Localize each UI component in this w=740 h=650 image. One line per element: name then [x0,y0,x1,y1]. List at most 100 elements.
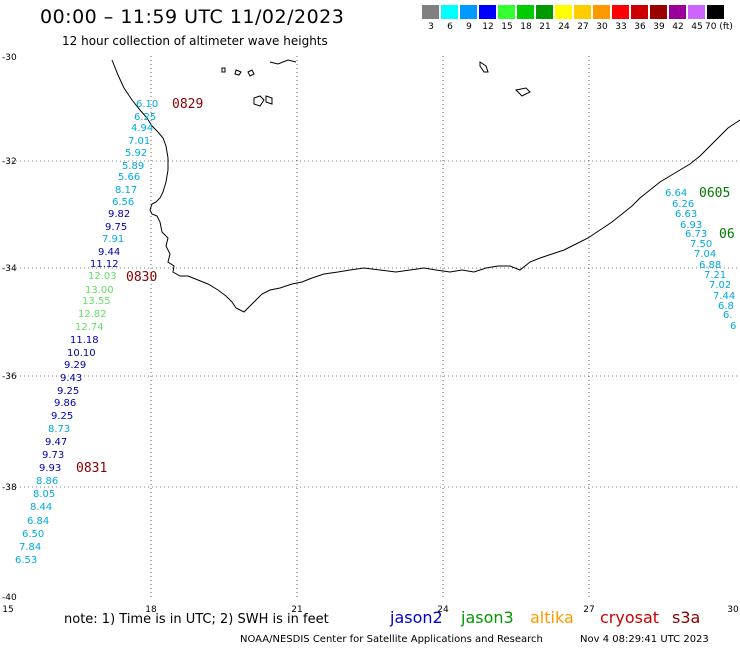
legend-label: 42 [672,22,684,32]
wave-height-value: 7.91 [102,234,124,245]
wave-height-value: 10.10 [67,348,96,359]
map-subtitle: 12 hour collection of altimeter wave hei… [62,34,328,48]
wave-height-value: 6.88 [699,260,721,271]
wave-height-value: 9.82 [108,209,130,220]
wave-height-value: 4.94 [131,123,153,134]
wave-height-value: 9.29 [64,360,86,371]
wave-height-value: 11.18 [70,335,99,346]
credit-line: NOAA/NESDIS Center for Satellite Applica… [240,634,543,645]
wave-height-value: 8.73 [48,424,70,435]
legend-label: 30 [596,22,608,32]
generated-timestamp: Nov 4 08:29:41 UTC 2023 [580,634,709,645]
wave-height-value: 9.86 [54,398,76,409]
legend-swatch [555,5,572,19]
wave-height-value: 6. [723,310,733,321]
legend-label: 36 [634,22,646,32]
wave-height-value: 8.05 [33,489,55,500]
wave-height-value: 7.44 [713,291,735,302]
legend-label: 24 [558,22,570,32]
map-title: 00:00 – 11:59 UTC 11/02/2023 [40,6,345,28]
legend-label: 70 (ft) [705,22,733,32]
legend-swatch [498,5,515,19]
legend-label: 45 [691,22,703,32]
wave-height-value: 8.86 [36,476,58,487]
legend-swatch [460,5,477,19]
wave-height-value: 8.44 [30,502,52,513]
wave-height-value: 9.25 [57,386,79,397]
legend-label: 39 [653,22,665,32]
wave-height-value: 6.10 [136,99,158,110]
y-axis-label: -38 [2,483,17,493]
legend-swatch [593,5,610,19]
pass-time-label: 0830 [126,270,157,285]
wave-height-value: 9.25 [51,411,73,422]
legend-swatch [479,5,496,19]
grid-lines [8,56,740,600]
wave-height-value: 9.43 [60,373,82,384]
wave-height-value: 7.02 [709,280,731,291]
legend-swatch [650,5,667,19]
legend-label: 18 [520,22,532,32]
wave-height-value: 12.03 [88,271,117,282]
wave-height-value: 6.8 [718,301,734,312]
wave-height-value: 6.73 [685,229,707,240]
legend-swatch [631,5,648,19]
legend-label: 27 [577,22,589,32]
x-axis-label: 24 [437,605,449,615]
wave-height-value: 6.50 [22,529,44,540]
pass-time-label: 0605 [699,186,730,201]
x-axis-label: 15 [2,605,13,615]
wave-height-value: 9.93 [39,463,61,474]
legend-label: 12 [482,22,494,32]
x-axis-label: 18 [145,605,157,615]
x-axis-label: 27 [583,605,594,615]
x-axis-label: 30 [727,605,739,615]
wave-height-value: 7.84 [19,542,41,553]
y-axis-label: -30 [2,53,17,63]
wave-height-value: 6.26 [672,199,694,210]
pass-time-label: 06 [719,227,735,242]
wave-height-value: 6.84 [27,516,49,527]
y-axis-label: -36 [2,372,17,382]
wave-height-value: 6 [730,321,736,332]
coastline [111,59,740,313]
wave-height-value: 7.01 [128,136,150,147]
wave-height-value: 13.00 [85,285,114,296]
wave-height-value: 5.66 [118,172,140,183]
wave-height-value: 6.25 [134,112,156,123]
legend-swatch [536,5,553,19]
wave-height-value: 6.53 [15,555,37,566]
legend-swatch [669,5,686,19]
islands [221,59,531,107]
satellite-name: altika [530,608,574,627]
wave-height-value: 7.50 [690,239,712,250]
legend-label: 15 [501,22,513,32]
legend-swatch [441,5,458,19]
satellite-name: jason2 [390,608,443,627]
legend-swatch [422,5,439,19]
pass-time-label: 0829 [172,97,203,112]
wave-height-value: 5.89 [122,161,144,172]
y-axis-label: -34 [2,264,17,274]
wave-height-value: 9.75 [105,222,127,233]
legend-swatch [517,5,534,19]
wave-height-value: 9.44 [98,247,120,258]
wave-height-value: 6.64 [665,188,687,199]
legend-swatch [707,5,724,19]
footer-note: note: 1) Time is in UTC; 2) SWH is in fe… [64,612,329,627]
y-axis-label: -40 [2,593,17,603]
legend-label: 3 [428,22,434,32]
wave-height-value: 11.12 [90,259,119,270]
wave-height-value: 5.92 [125,148,147,159]
legend-label: 21 [539,22,551,32]
wave-height-value: 8.17 [115,185,137,196]
wave-height-value: 12.82 [78,309,107,320]
satellite-name: cryosat [600,608,660,627]
wave-height-value: 12.74 [75,322,104,333]
wave-height-value: 6.63 [675,209,697,220]
satellite-name: jason3 [461,608,514,627]
legend-swatch [688,5,705,19]
legend-swatch [574,5,591,19]
wave-height-value: 6.93 [680,220,702,231]
